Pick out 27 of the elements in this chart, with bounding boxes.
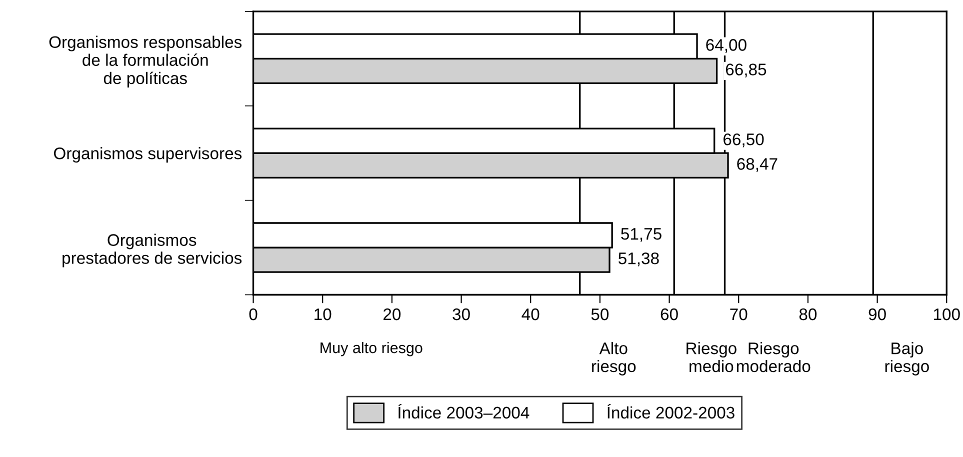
legend-label: Índice 2002-2003 (607, 404, 734, 419)
y-tick-label: Organismos responsables de la formulación de políticas (49, 36, 242, 88)
x-tick-label: 90 (868, 308, 886, 320)
ref-line-label: Riesgo medio (686, 342, 736, 372)
data-label: 51,38 (618, 252, 659, 266)
ref-line-label: Bajo riesgo (885, 342, 929, 376)
data-label: 51,75 (621, 228, 662, 242)
ref-line-label: Riesgo moderado (736, 342, 810, 372)
ref-line-label: Alto riesgo (592, 342, 636, 376)
data-label: 68,47 (737, 158, 778, 172)
text: Muy alto riesgo (320, 342, 422, 356)
x-tick-label: 60 (660, 308, 678, 320)
y-tick-label: Organismos supervisores (54, 147, 242, 163)
x-tick-label: 10 (314, 308, 332, 320)
data-label: 64,00 (706, 39, 746, 53)
x-tick-label: 50 (591, 308, 609, 320)
y-tick-label: Organismos prestadores de servicios (62, 234, 242, 268)
legend-label: Índice 2003–2004 (398, 404, 530, 419)
x-tick-label: 0 (249, 308, 258, 320)
x-tick-label: 40 (522, 308, 540, 320)
x-tick-label: 30 (452, 308, 470, 320)
data-label: 66,85 (726, 64, 766, 78)
x-tick-label: 20 (384, 308, 401, 320)
x-tick-label: 100 (934, 308, 960, 320)
x-tick-label: 70 (730, 308, 748, 320)
x-tick-label: 80 (799, 308, 817, 320)
data-label: 66,50 (724, 133, 764, 148)
